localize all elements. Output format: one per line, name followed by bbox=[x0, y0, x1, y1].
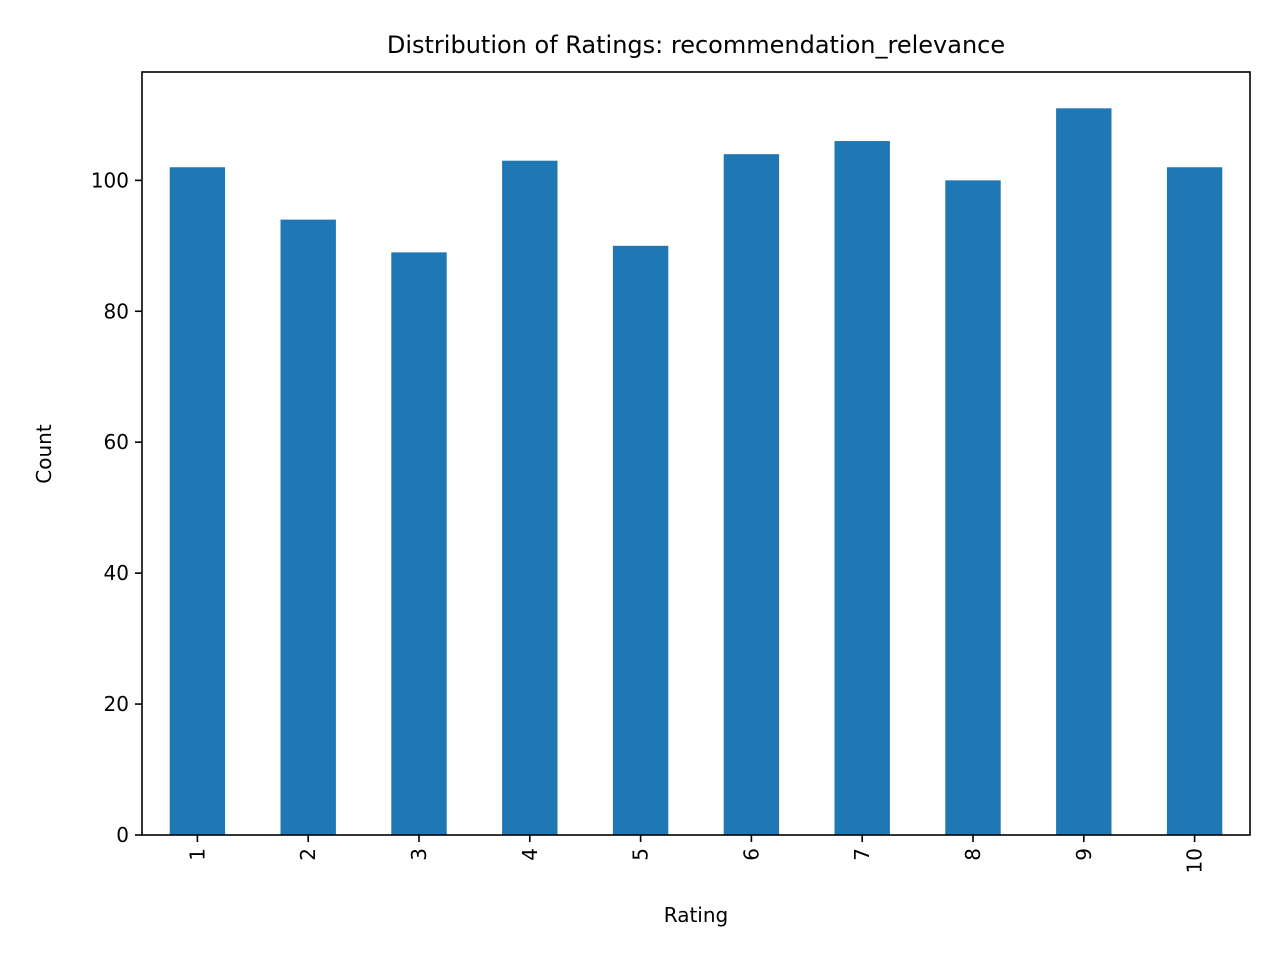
x-tick-label: 6 bbox=[739, 848, 763, 861]
bar-7 bbox=[834, 141, 890, 836]
y-tick-label: 40 bbox=[104, 561, 129, 585]
bar-9 bbox=[1056, 108, 1112, 836]
x-axis-label: Rating bbox=[664, 903, 728, 927]
y-tick-label: 20 bbox=[104, 692, 129, 716]
y-axis: 0 20 40 60 80 100 bbox=[91, 168, 142, 847]
y-tick-label: 0 bbox=[116, 823, 129, 847]
x-tick-label: 7 bbox=[850, 848, 874, 861]
x-tick-label: 10 bbox=[1183, 848, 1207, 873]
x-tick-label: 9 bbox=[1072, 848, 1096, 861]
bar-5 bbox=[612, 245, 669, 836]
x-tick-label: 2 bbox=[296, 848, 320, 861]
bars-group bbox=[169, 108, 1223, 836]
y-tick-label: 100 bbox=[91, 168, 129, 192]
y-axis-label: Count bbox=[32, 424, 56, 484]
x-tick-label: 1 bbox=[185, 848, 209, 861]
bar-10 bbox=[1166, 167, 1223, 835]
bar-4 bbox=[502, 160, 558, 836]
y-tick-label: 80 bbox=[104, 299, 129, 323]
bar-6 bbox=[723, 154, 780, 835]
x-tick-label: 5 bbox=[629, 848, 653, 861]
x-tick-label: 4 bbox=[518, 848, 542, 861]
bar-8 bbox=[945, 180, 1001, 836]
x-tick-label: 3 bbox=[407, 848, 431, 861]
x-axis: 1 2 3 4 5 6 7 8 9 10 bbox=[185, 835, 1207, 873]
bar-1 bbox=[169, 167, 226, 835]
y-tick-label: 60 bbox=[104, 430, 129, 454]
chart-title: Distribution of Ratings: recommendation_… bbox=[387, 31, 1005, 59]
x-tick-label: 8 bbox=[961, 848, 985, 861]
plot-frame bbox=[141, 71, 1251, 836]
bar-3 bbox=[391, 252, 447, 835]
bar-2 bbox=[280, 219, 336, 835]
